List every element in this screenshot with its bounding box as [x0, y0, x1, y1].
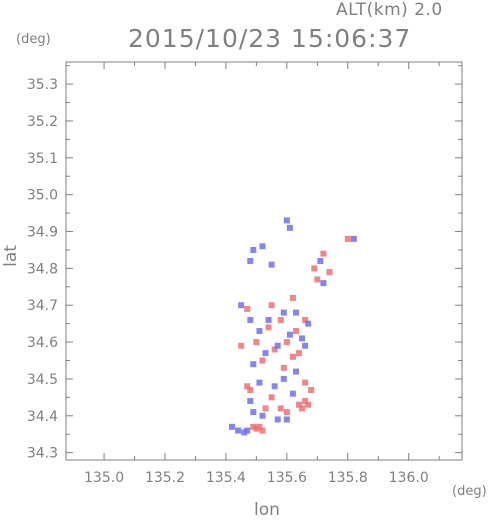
data-point — [283, 339, 290, 346]
data-point — [317, 258, 324, 264]
data-point — [253, 425, 260, 432]
data-point — [280, 309, 287, 316]
y-tick-label: 34.7 — [27, 298, 58, 314]
data-point — [305, 320, 312, 327]
data-point — [262, 350, 269, 357]
data-point — [292, 309, 299, 316]
data-point — [289, 294, 296, 301]
data-point — [299, 335, 306, 342]
x-axis-label: lon — [254, 500, 280, 520]
data-point — [326, 269, 333, 276]
data-point — [283, 409, 290, 416]
data-point — [320, 280, 327, 287]
y-tick-label: 35.2 — [27, 114, 58, 130]
data-point — [280, 375, 287, 382]
data-point — [265, 316, 272, 323]
data-point — [259, 243, 266, 250]
data-point — [296, 401, 303, 408]
data-point — [250, 409, 257, 416]
x-tick-label: 135.6 — [267, 470, 307, 486]
data-point — [238, 342, 245, 349]
data-point — [268, 394, 275, 401]
data-point — [271, 346, 278, 353]
y-tick-label: 34.5 — [27, 372, 58, 388]
data-point — [256, 379, 263, 386]
data-points — [229, 217, 357, 436]
data-point — [268, 302, 275, 309]
data-point — [277, 316, 284, 323]
data-point — [235, 427, 242, 434]
data-point — [247, 398, 254, 405]
data-point — [259, 427, 266, 434]
y-tick-label: 34.9 — [27, 225, 58, 241]
plot-border — [65, 61, 463, 461]
x-tick-label: 135.4 — [206, 470, 246, 486]
data-point — [244, 383, 251, 390]
data-point — [253, 339, 260, 346]
data-point — [241, 429, 248, 436]
data-point — [320, 250, 327, 257]
x-tick-label: 135.0 — [84, 470, 124, 486]
data-point — [289, 390, 296, 397]
data-point — [229, 423, 236, 430]
data-point — [244, 305, 251, 312]
data-point — [268, 261, 275, 268]
x-tick-label: 135.8 — [328, 470, 368, 486]
x-tick-label: 136.0 — [389, 470, 429, 486]
y-tick-label: 34.6 — [27, 335, 58, 351]
data-point — [262, 405, 269, 412]
data-point — [302, 379, 309, 386]
data-point — [302, 342, 309, 349]
data-point — [256, 328, 263, 335]
data-point — [274, 342, 281, 349]
data-point — [286, 331, 293, 338]
data-point — [299, 405, 306, 412]
data-point — [292, 328, 299, 335]
chart-title-timestamp: 2015/10/23 15:06:37 — [128, 24, 412, 53]
data-point — [302, 398, 309, 405]
axis-ticks: 135.0 135.2 135.4 135.6 135.8 136.0 34.3 34.4 34… — [27, 62, 462, 486]
x-tick-label: 135.2 — [145, 470, 185, 486]
data-point — [247, 258, 254, 264]
x-axis-unit: (deg) — [452, 484, 487, 499]
data-point — [305, 401, 312, 408]
data-point — [289, 353, 296, 360]
data-point — [259, 357, 266, 364]
data-point — [311, 265, 318, 272]
data-point — [314, 276, 321, 283]
y-tick-label: 35.0 — [27, 188, 58, 204]
y-tick-label: 35.3 — [27, 77, 58, 93]
data-point — [344, 235, 351, 242]
data-point — [350, 235, 357, 242]
altitude-label: ALT(km) 2.0 — [336, 0, 443, 20]
data-point — [280, 364, 287, 371]
data-point — [296, 350, 303, 357]
y-tick-label: 34.8 — [27, 261, 58, 277]
plot-frame — [65, 61, 463, 461]
data-point — [250, 246, 257, 253]
data-point — [256, 423, 263, 430]
data-point — [283, 416, 290, 423]
data-point — [247, 316, 254, 323]
data-point — [302, 316, 309, 323]
data-point — [292, 368, 299, 375]
data-point — [259, 412, 266, 419]
data-point — [271, 383, 278, 390]
y-tick-label: 35.1 — [27, 151, 58, 167]
data-point — [250, 361, 257, 368]
data-point — [250, 423, 257, 430]
data-point — [238, 302, 245, 309]
data-point — [274, 416, 281, 423]
data-point — [286, 224, 293, 231]
data-point — [247, 386, 254, 393]
y-tick-label: 34.3 — [27, 446, 58, 462]
data-point — [265, 324, 272, 331]
y-tick-label: 34.4 — [27, 409, 58, 425]
data-point — [283, 217, 290, 224]
data-point — [277, 405, 284, 412]
y-axis-unit: (deg) — [16, 32, 51, 47]
data-point — [244, 427, 251, 434]
data-point — [308, 386, 315, 393]
